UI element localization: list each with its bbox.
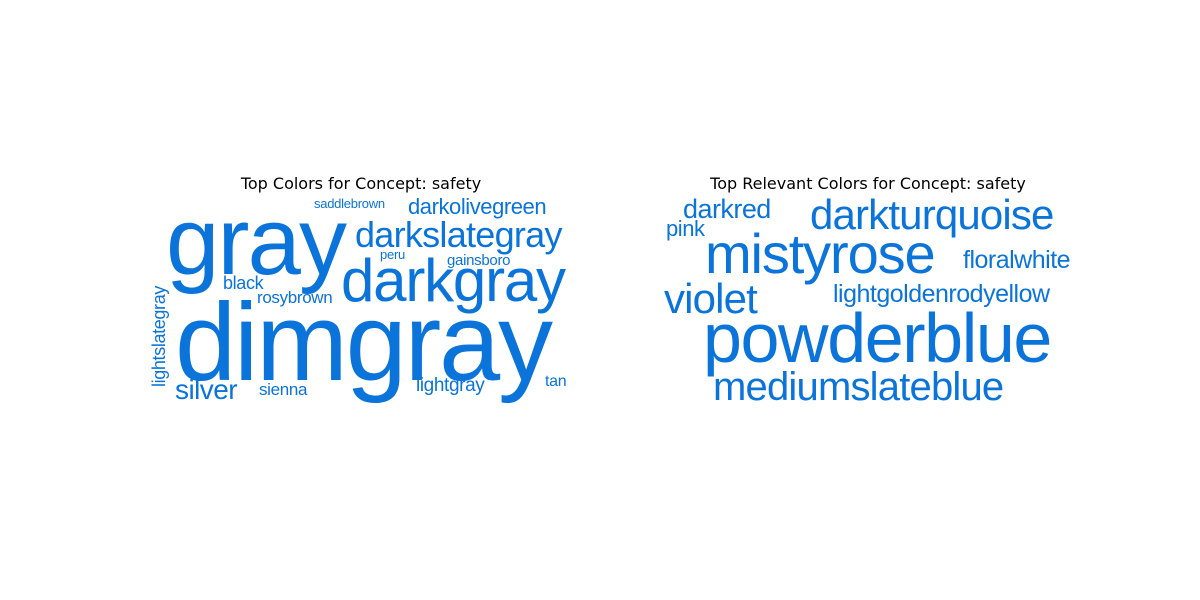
word-darkred: darkred <box>683 194 771 224</box>
word-darkslategray: darkslategray <box>355 214 562 255</box>
word-lightgoldenrodyellow: lightgoldenrodyellow <box>833 280 1050 308</box>
word-sienna: sienna <box>259 380 308 399</box>
word-mistyrose: mistyrose <box>705 222 936 285</box>
word-black: black <box>223 273 264 293</box>
word-peru: peru <box>380 247 405 262</box>
word-floralwhite: floralwhite <box>963 246 1071 274</box>
word-gray: gray <box>166 188 347 295</box>
word-dimgray: dimgray <box>175 281 553 404</box>
word-darkolivegreen: darkolivegreen <box>408 194 547 219</box>
word-silver: silver <box>175 374 238 405</box>
word-lightgray: lightgray <box>416 375 485 396</box>
word-tan: tan <box>545 373 567 390</box>
word-darkgray: darkgray <box>341 247 566 314</box>
word-darkturquoise: darkturquoise <box>810 191 1054 238</box>
word-mediumslateblue: mediumslateblue <box>713 365 1004 409</box>
word-pink: pink <box>666 216 705 241</box>
right-panel-title: Top Relevant Colors for Concept: safety <box>710 174 1026 193</box>
word-powderblue: powderblue <box>703 299 1052 377</box>
left-panel-title: Top Colors for Concept: safety <box>240 174 482 193</box>
word-violet: violet <box>664 275 758 322</box>
word-saddlebrown: saddlebrown <box>314 196 385 211</box>
word-gainsboro: gainsboro <box>447 252 511 269</box>
word-rosybrown: rosybrown <box>257 288 333 307</box>
